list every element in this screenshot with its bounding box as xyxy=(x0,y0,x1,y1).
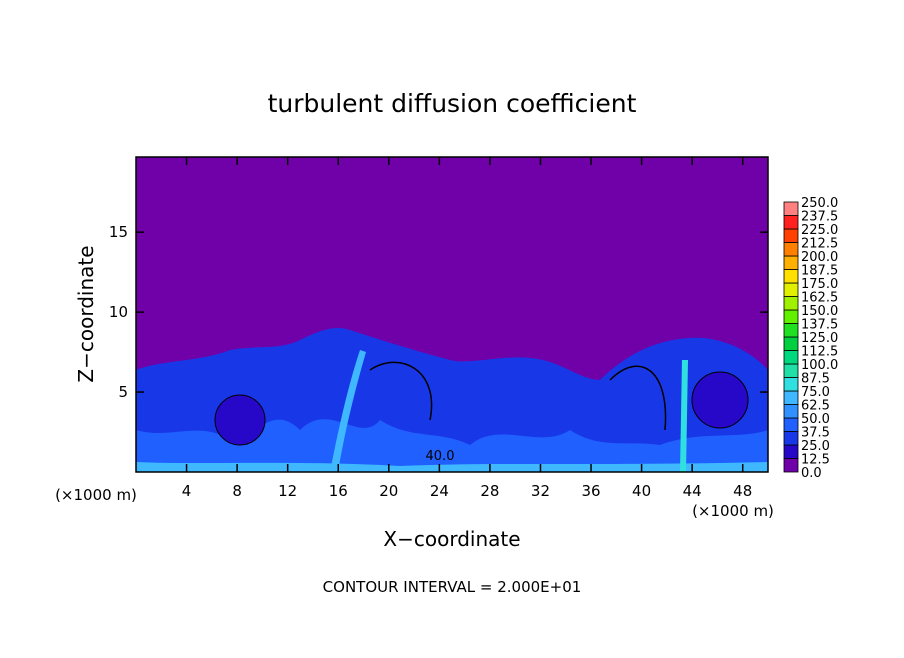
chart-title: turbulent diffusion coefficient xyxy=(268,89,637,118)
colorbar-label: 37.5 xyxy=(801,426,830,441)
colorbar-label: 87.5 xyxy=(801,372,830,387)
colorbar-label: 237.5 xyxy=(801,210,838,225)
x-axis-label: X−coordinate xyxy=(383,527,520,551)
y-tick-label: 10 xyxy=(109,303,128,321)
plot-frame xyxy=(135,156,769,473)
colorbar-box xyxy=(783,404,799,419)
colorbar-box xyxy=(783,215,799,230)
x-tick-label: 16 xyxy=(329,482,348,500)
colorbar-box xyxy=(783,201,799,216)
colorbar-box xyxy=(783,255,799,270)
colorbar-label: 50.0 xyxy=(801,412,830,427)
colorbar-box xyxy=(783,390,799,405)
x-tick-label: 24 xyxy=(430,482,449,500)
y-tick-label: 15 xyxy=(109,223,128,241)
colorbar-box xyxy=(783,377,799,392)
colorbar-label: 212.5 xyxy=(801,237,838,252)
y-axis-label: Z−coordinate xyxy=(74,245,98,382)
colorbar-label: 225.0 xyxy=(801,223,838,238)
x-unit: (×1000 m) xyxy=(692,502,774,520)
x-tick-label: 8 xyxy=(232,482,242,500)
x-tick-label: 4 xyxy=(182,482,192,500)
colorbar-box xyxy=(783,363,799,378)
x-unit: (×1000 m) xyxy=(55,486,137,504)
x-tick-label: 28 xyxy=(480,482,499,500)
colorbar-label: 137.5 xyxy=(801,318,838,333)
contour-label: 40.0 xyxy=(426,449,455,464)
x-tick-label: 48 xyxy=(733,482,752,500)
colorbar-box xyxy=(783,309,799,324)
x-tick-label: 40 xyxy=(632,482,651,500)
colorbar-label: 25.0 xyxy=(801,439,830,454)
colorbar-label: 100.0 xyxy=(801,358,838,373)
colorbar-box xyxy=(783,228,799,243)
x-tick-label: 36 xyxy=(581,482,600,500)
colorbar-label: 150.0 xyxy=(801,304,838,319)
colorbar-box xyxy=(783,458,799,473)
colorbar-label: 175.0 xyxy=(801,277,838,292)
colorbar-label: 75.0 xyxy=(801,385,830,400)
footer: CONTOUR INTERVAL = 2.000E+01 xyxy=(323,578,582,596)
colorbar-label: 112.5 xyxy=(801,345,838,360)
colorbar-label: 187.5 xyxy=(801,264,838,279)
colorbar-box xyxy=(783,323,799,338)
colorbar-box xyxy=(783,417,799,432)
colorbar-box xyxy=(783,282,799,297)
colorbar-box xyxy=(783,350,799,365)
x-tick-label: 12 xyxy=(278,482,297,500)
colorbar-box xyxy=(783,336,799,351)
colorbar-label: 125.0 xyxy=(801,331,838,346)
colorbar-box xyxy=(783,242,799,257)
colorbar-box xyxy=(783,444,799,459)
colorbar-label: 0.0 xyxy=(801,466,822,481)
colorbar-label: 12.5 xyxy=(801,453,830,468)
colorbar-box xyxy=(783,269,799,284)
colorbar-label: 200.0 xyxy=(801,250,838,265)
colorbar-label: 62.5 xyxy=(801,399,830,414)
x-tick-label: 44 xyxy=(683,482,702,500)
x-tick-label: 20 xyxy=(379,482,398,500)
colorbar-box xyxy=(783,296,799,311)
x-tick-label: 32 xyxy=(531,482,550,500)
colorbar-label: 250.0 xyxy=(801,196,838,211)
colorbar-box xyxy=(783,431,799,446)
colorbar-label: 162.5 xyxy=(801,291,838,306)
y-tick-label: 5 xyxy=(118,383,128,401)
field xyxy=(136,157,768,472)
